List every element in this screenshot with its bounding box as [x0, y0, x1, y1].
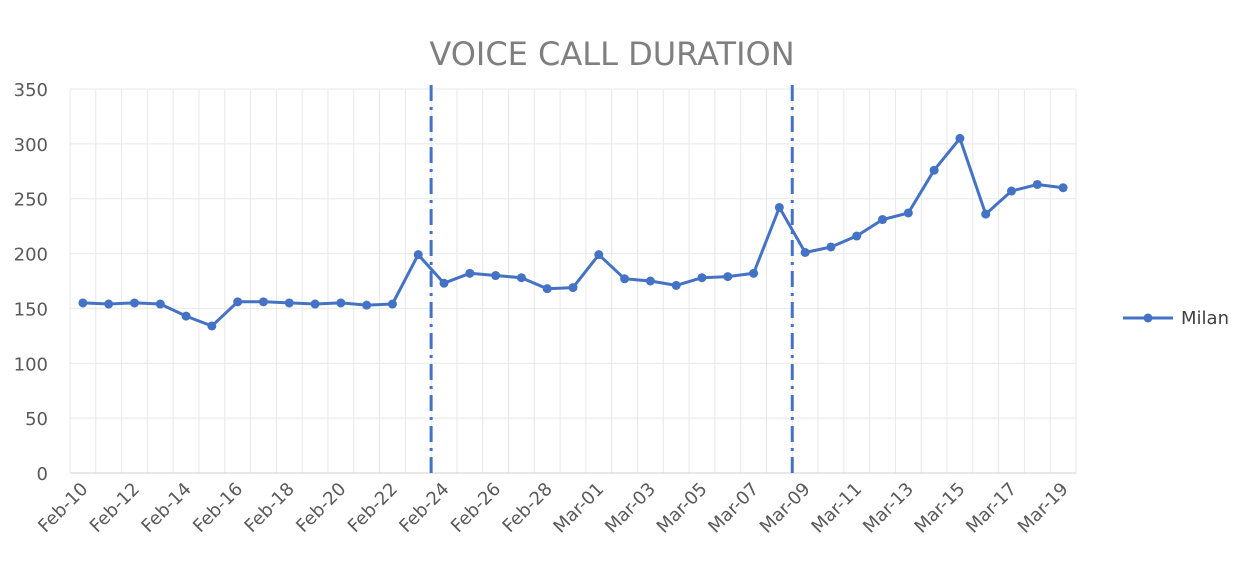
data-point	[233, 297, 243, 307]
grid	[69, 88, 1077, 474]
data-point	[439, 278, 449, 288]
x-tick-label: Mar-17	[962, 479, 1021, 538]
x-axis: Feb-10Feb-12Feb-14Feb-16Feb-18Feb-20Feb-…	[34, 479, 1072, 538]
data-point	[1032, 179, 1042, 189]
data-point	[903, 208, 913, 218]
y-tick-label: 250	[14, 190, 48, 211]
data-point	[78, 298, 88, 308]
x-tick-label: Mar-13	[859, 479, 918, 538]
x-tick-label: Feb-10	[34, 479, 92, 537]
data-point	[800, 247, 810, 257]
chart-title: VOICE CALL DURATION	[429, 35, 794, 73]
data-point	[129, 298, 139, 308]
data-point	[181, 311, 191, 321]
x-tick-label: Mar-15	[911, 479, 970, 538]
data-point	[697, 273, 707, 283]
data-point	[362, 300, 372, 310]
legend-label-milan: Milan	[1181, 308, 1229, 329]
data-point	[387, 299, 397, 309]
x-tick-label: Feb-24	[395, 479, 453, 537]
y-tick-label: 50	[25, 409, 48, 430]
y-tick-label: 350	[14, 80, 48, 101]
data-point	[774, 202, 784, 212]
x-tick-label: Feb-12	[86, 479, 144, 537]
x-tick-label: Feb-16	[189, 479, 247, 537]
data-point	[516, 273, 526, 283]
data-point	[413, 250, 423, 260]
x-tick-label: Mar-09	[756, 479, 815, 538]
y-tick-label: 200	[14, 245, 48, 266]
data-point	[852, 231, 862, 241]
data-point	[955, 133, 965, 143]
x-tick-label: Feb-20	[292, 479, 350, 537]
data-point	[671, 280, 681, 290]
data-point	[723, 272, 733, 282]
data-point	[258, 297, 268, 307]
data-point	[1007, 186, 1017, 196]
data-point	[594, 250, 604, 260]
legend-marker-milan	[1143, 313, 1153, 323]
data-point	[568, 283, 578, 293]
legend: Milan	[1123, 308, 1229, 329]
data-point	[749, 268, 759, 278]
x-tick-label: Feb-28	[499, 479, 557, 537]
x-tick-label: Feb-26	[447, 479, 505, 537]
data-point	[491, 271, 501, 281]
data-point	[284, 298, 294, 308]
x-tick-label: Mar-19	[1014, 479, 1073, 538]
data-point	[929, 165, 939, 175]
y-tick-label: 0	[37, 464, 48, 485]
data-point	[104, 299, 114, 309]
data-point	[878, 215, 888, 225]
series-layer	[78, 133, 1068, 331]
data-point	[465, 268, 475, 278]
x-tick-label: Feb-14	[137, 479, 195, 537]
x-tick-label: Feb-18	[241, 479, 299, 537]
x-tick-label: Mar-07	[704, 479, 763, 538]
data-point	[620, 274, 630, 284]
x-tick-label: Mar-01	[549, 479, 608, 538]
y-tick-label: 300	[14, 135, 48, 156]
y-tick-label: 150	[14, 299, 48, 320]
reference-lines	[429, 85, 794, 479]
data-point	[542, 284, 552, 294]
data-point	[310, 299, 320, 309]
x-tick-label: Mar-05	[653, 479, 712, 538]
data-point	[981, 209, 991, 219]
data-point	[207, 321, 217, 331]
data-point	[336, 298, 346, 308]
y-tick-label: 100	[14, 354, 48, 375]
series-line-milan	[81, 136, 1065, 328]
data-point	[1058, 183, 1068, 193]
x-tick-label: Mar-03	[601, 479, 660, 538]
x-tick-label: Mar-11	[807, 479, 866, 538]
data-point	[826, 242, 836, 252]
data-point	[155, 299, 165, 309]
data-point	[645, 276, 655, 286]
y-axis: 0 50 100 150 200 250 300 350	[14, 80, 48, 485]
x-tick-label: Feb-22	[344, 479, 402, 537]
